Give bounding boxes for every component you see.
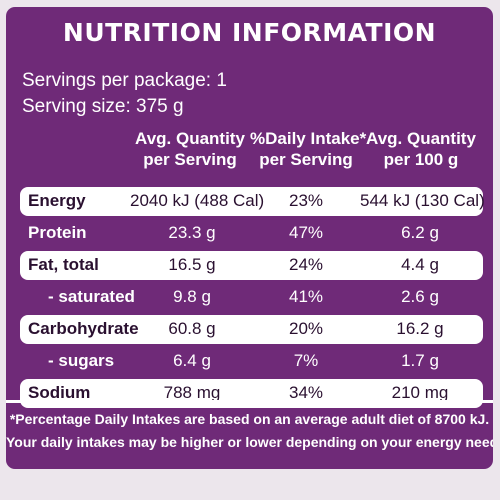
per-serving-value: 23.3 g bbox=[168, 223, 216, 242]
footnote-divider bbox=[6, 400, 493, 403]
row-label: - saturated bbox=[48, 287, 135, 306]
per-100g-value: 6.2 g bbox=[401, 223, 439, 242]
per-serving-value: 9.8 g bbox=[173, 287, 211, 306]
row-label: Protein bbox=[28, 223, 87, 242]
daily-intake-value: 47% bbox=[288, 223, 324, 242]
per-100g-value: 16.2 g bbox=[396, 319, 444, 338]
row-label: Energy bbox=[28, 191, 86, 210]
per-100g-value: 4.4 g bbox=[401, 255, 439, 274]
nutrition-table: Energy 2040 kJ (488 Cal) 23% 544 kJ (130… bbox=[20, 187, 485, 411]
per-serving-value: 60.8 g bbox=[168, 319, 216, 338]
per-serving-value: 6.4 g bbox=[173, 351, 211, 370]
row-label: Fat, total bbox=[28, 255, 99, 274]
column-header-line: per Serving bbox=[259, 150, 353, 169]
table-row-energy: Energy 2040 kJ (488 Cal) 23% 544 kJ (130… bbox=[20, 187, 485, 216]
daily-intake-value: 24% bbox=[288, 255, 324, 274]
per-100g-value: 1.7 g bbox=[401, 351, 439, 370]
per-serving-value: 16.5 g bbox=[168, 255, 216, 274]
column-header-line: Avg. Quantity bbox=[366, 129, 476, 148]
daily-intake-value: 41% bbox=[288, 287, 324, 306]
table-row-sugars: - sugars 6.4 g 7% 1.7 g bbox=[20, 347, 483, 376]
table-row-fat-total: Fat, total 16.5 g 24% 4.4 g bbox=[20, 251, 483, 280]
column-header-line: per Serving bbox=[143, 150, 237, 169]
per-100g-value: 2.6 g bbox=[401, 287, 439, 306]
daily-intake-value: 20% bbox=[288, 319, 324, 338]
footnote-line: *Percentage Daily Intakes are based on a… bbox=[9, 411, 490, 427]
daily-intake-value: 23% bbox=[288, 191, 324, 210]
serving-size: Serving size: 375 g bbox=[22, 96, 184, 117]
column-header-line: per 100 g bbox=[383, 150, 459, 169]
per-serving-value: 788 mg bbox=[163, 383, 221, 402]
servings-per-package: Servings per package: 1 bbox=[22, 70, 227, 91]
row-label: - sugars bbox=[48, 351, 115, 370]
row-label: Sodium bbox=[28, 383, 91, 402]
per-100g-value: 210 mg bbox=[391, 383, 449, 402]
table-row-saturated: - saturated 9.8 g 41% 2.6 g bbox=[20, 283, 483, 312]
column-header-line: %Daily Intake* bbox=[250, 129, 367, 148]
panel-title: NUTRITION INFORMATION bbox=[62, 18, 437, 47]
column-header-line: Avg. Quantity bbox=[135, 129, 245, 148]
table-row-sodium: Sodium 788 mg 34% 210 mg bbox=[20, 379, 483, 408]
column-header-per-100g: Avg. Quantity per 100 g bbox=[362, 128, 480, 170]
per-serving-value: 2040 kJ (488 Cal) bbox=[130, 191, 265, 210]
column-header-per-serving: Avg. Quantity per Serving bbox=[132, 128, 248, 170]
daily-intake-value: 7% bbox=[293, 351, 319, 370]
footnote-line: Your daily intakes may be higher or lowe… bbox=[6, 434, 493, 450]
row-label: Carbohydrate bbox=[28, 319, 139, 338]
table-row-carbohydrate: Carbohydrate 60.8 g 20% 16.2 g bbox=[20, 315, 483, 344]
table-row-protein: Protein 23.3 g 47% 6.2 g bbox=[20, 219, 483, 248]
nutrition-panel: NUTRITION INFORMATION Servings per packa… bbox=[6, 7, 493, 469]
daily-intake-value: 34% bbox=[288, 383, 324, 402]
column-header-daily-intake: %Daily Intake* per Serving bbox=[250, 128, 367, 170]
per-100g-value: 544 kJ (130 Cal) bbox=[360, 191, 485, 210]
